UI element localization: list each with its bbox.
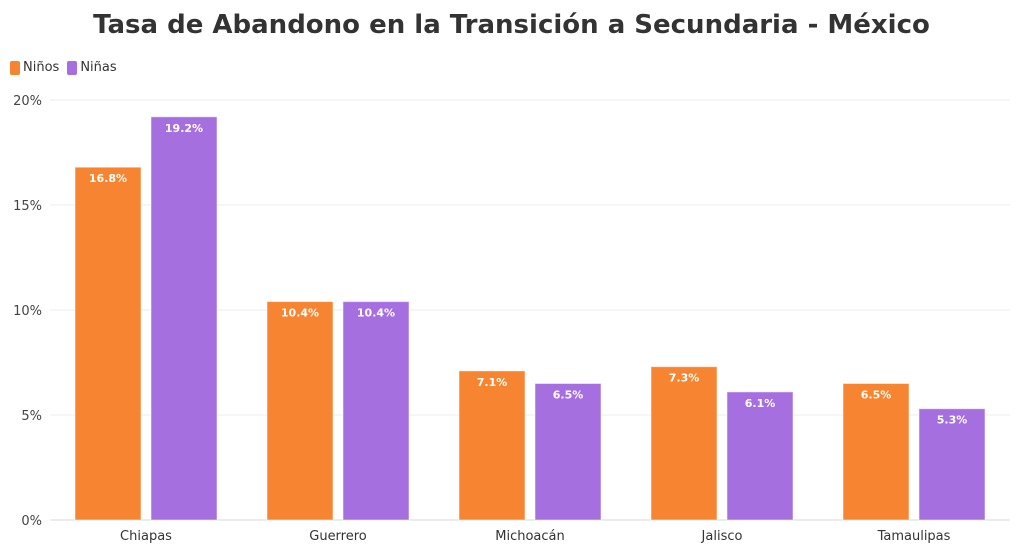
bar-ninas[interactable] — [342, 301, 410, 521]
chart-title: Tasa de Abandono en la Transición a Secu… — [93, 10, 930, 40]
x-tick-label: Chiapas — [120, 529, 172, 544]
x-tick-label: Michoacán — [495, 529, 565, 544]
bar-ninos[interactable] — [650, 366, 718, 521]
y-tick-label: 0% — [21, 514, 42, 529]
legend-swatch-ninas — [67, 60, 78, 75]
bar-ninas[interactable] — [726, 391, 794, 521]
data-label: 7.3% — [669, 372, 700, 385]
bar-ninos[interactable] — [842, 383, 910, 521]
legend-swatch-ninos — [10, 60, 20, 75]
bar-ninas[interactable] — [150, 116, 218, 521]
legend-item-ninos[interactable]: Niños — [10, 60, 59, 75]
bar-ninos[interactable] — [458, 370, 526, 521]
data-label: 16.8% — [89, 172, 127, 185]
data-label: 6.1% — [745, 397, 776, 410]
y-tick-label: 5% — [21, 409, 42, 424]
data-label: 6.5% — [861, 389, 892, 402]
y-tick-label: 15% — [13, 199, 42, 214]
data-label: 5.3% — [937, 414, 968, 427]
data-label: 6.5% — [553, 389, 584, 402]
legend-label-ninos: Niños — [23, 60, 60, 75]
bar-ninos[interactable] — [266, 301, 334, 521]
data-label: 10.4% — [357, 307, 395, 320]
y-tick-label: 20% — [13, 94, 42, 109]
bar-ninas[interactable] — [918, 408, 986, 521]
bar-ninas[interactable] — [534, 383, 602, 521]
data-label: 7.1% — [477, 376, 508, 389]
x-tick-label: Jalisco — [701, 529, 743, 544]
data-label: 10.4% — [281, 307, 319, 320]
x-tick-label: Guerrero — [309, 529, 367, 544]
bar-ninos[interactable] — [74, 166, 142, 521]
legend-label-ninas: Niñas — [80, 60, 117, 75]
data-label: 19.2% — [165, 122, 203, 135]
y-tick-label: 10% — [13, 304, 42, 319]
x-tick-label: Tamaulipas — [877, 529, 951, 544]
legend: Niños Niñas — [10, 60, 117, 75]
legend-item-ninas[interactable]: Niñas — [67, 60, 117, 75]
